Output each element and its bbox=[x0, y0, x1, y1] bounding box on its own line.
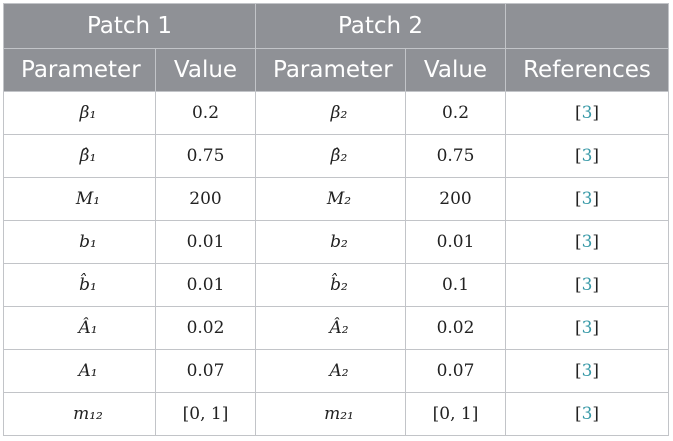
empty-group-header bbox=[505, 3, 669, 49]
table-row: b₁ 0.01 b₂ 0.01 [3] bbox=[3, 220, 669, 264]
patch1-group-header: Patch 1 bbox=[3, 3, 256, 49]
col-header-references: References bbox=[505, 48, 669, 92]
patch1-parameter-cell: β̂₁ bbox=[3, 134, 156, 178]
patch2-parameter-cell: m₂₁ bbox=[255, 392, 406, 436]
col-header-parameter-2: Parameter bbox=[255, 48, 406, 92]
bracket-open: [ bbox=[574, 232, 582, 252]
patch1-parameter-cell: M₁ bbox=[3, 177, 156, 221]
table-body: β₁ 0.2 β₂ 0.2 [3] β̂₁ 0.75 β̂₂ 0.75 [3] M₁ 200 M₂ 200… bbox=[3, 91, 669, 436]
bracket-close: ] bbox=[592, 146, 600, 166]
table-row: β₁ 0.2 β₂ 0.2 [3] bbox=[3, 91, 669, 135]
reference-cell: [3] bbox=[505, 306, 669, 350]
patch1-value-cell: 200 bbox=[155, 177, 256, 221]
col-header-value-2: Value bbox=[405, 48, 506, 92]
patch2-parameter-cell: β̂₂ bbox=[255, 134, 406, 178]
patch1-value-cell: 0.75 bbox=[155, 134, 256, 178]
bracket-close: ] bbox=[592, 189, 600, 209]
table-row: Â₁ 0.02 Â₂ 0.02 [3] bbox=[3, 306, 669, 350]
patch1-value-cell: 0.02 bbox=[155, 306, 256, 350]
bracket-close: ] bbox=[592, 232, 600, 252]
reference-link[interactable]: 3 bbox=[581, 361, 593, 381]
reference-cell: [3] bbox=[505, 263, 669, 307]
bracket-close: ] bbox=[592, 361, 600, 381]
patch2-parameter-cell: Â₂ bbox=[255, 306, 406, 350]
patch1-parameter-cell: β₁ bbox=[3, 91, 156, 135]
reference-link[interactable]: 3 bbox=[581, 146, 593, 166]
reference-link[interactable]: 3 bbox=[581, 189, 593, 209]
patch2-value-cell: 0.1 bbox=[405, 263, 506, 307]
table-row: m₁₂ [0, 1] m₂₁ [0, 1] [3] bbox=[3, 392, 669, 436]
bracket-open: [ bbox=[574, 361, 582, 381]
patch2-parameter-cell: M₂ bbox=[255, 177, 406, 221]
bracket-close: ] bbox=[592, 318, 600, 338]
bracket-open: [ bbox=[574, 318, 582, 338]
table-row: M₁ 200 M₂ 200 [3] bbox=[3, 177, 669, 221]
patch2-value-cell: [0, 1] bbox=[405, 392, 506, 436]
patch2-value-cell: 0.07 bbox=[405, 349, 506, 393]
patch2-parameter-cell: b̂₂ bbox=[255, 263, 406, 307]
patch1-parameter-cell: A₁ bbox=[3, 349, 156, 393]
patch2-parameter-cell: β₂ bbox=[255, 91, 406, 135]
patch2-value-cell: 0.02 bbox=[405, 306, 506, 350]
bracket-close: ] bbox=[592, 103, 600, 123]
bracket-close: ] bbox=[592, 404, 600, 424]
bracket-open: [ bbox=[574, 146, 582, 166]
bracket-open: [ bbox=[574, 103, 582, 123]
bracket-close: ] bbox=[592, 275, 600, 295]
group-header-row: Patch 1 Patch 2 bbox=[3, 3, 669, 49]
patch2-value-cell: 0.2 bbox=[405, 91, 506, 135]
table-header: Patch 1 Patch 2 Parameter Value Paramete… bbox=[3, 3, 669, 92]
table-row: b̂₁ 0.01 b̂₂ 0.1 [3] bbox=[3, 263, 669, 307]
bracket-open: [ bbox=[574, 189, 582, 209]
reference-cell: [3] bbox=[505, 177, 669, 221]
reference-link[interactable]: 3 bbox=[581, 103, 593, 123]
patch1-parameter-cell: Â₁ bbox=[3, 306, 156, 350]
patch1-parameter-cell: b₁ bbox=[3, 220, 156, 264]
reference-cell: [3] bbox=[505, 220, 669, 264]
patch1-value-cell: 0.01 bbox=[155, 263, 256, 307]
patch2-parameter-cell: b₂ bbox=[255, 220, 406, 264]
patch2-value-cell: 200 bbox=[405, 177, 506, 221]
bracket-open: [ bbox=[574, 404, 582, 424]
patch2-parameter-cell: A₂ bbox=[255, 349, 406, 393]
reference-link[interactable]: 3 bbox=[581, 404, 593, 424]
table-row: A₁ 0.07 A₂ 0.07 [3] bbox=[3, 349, 669, 393]
bracket-open: [ bbox=[574, 275, 582, 295]
reference-cell: [3] bbox=[505, 134, 669, 178]
column-header-row: Parameter Value Parameter Value Referenc… bbox=[3, 48, 669, 92]
col-header-value-1: Value bbox=[155, 48, 256, 92]
patch1-value-cell: 0.01 bbox=[155, 220, 256, 264]
reference-cell: [3] bbox=[505, 91, 669, 135]
parameter-table: Patch 1 Patch 2 Parameter Value Paramete… bbox=[3, 3, 669, 436]
patch1-parameter-cell: m₁₂ bbox=[3, 392, 156, 436]
col-header-parameter-1: Parameter bbox=[3, 48, 156, 92]
reference-link[interactable]: 3 bbox=[581, 318, 593, 338]
reference-link[interactable]: 3 bbox=[581, 275, 593, 295]
reference-cell: [3] bbox=[505, 349, 669, 393]
reference-cell: [3] bbox=[505, 392, 669, 436]
patch2-value-cell: 0.75 bbox=[405, 134, 506, 178]
patch1-parameter-cell: b̂₁ bbox=[3, 263, 156, 307]
table-row: β̂₁ 0.75 β̂₂ 0.75 [3] bbox=[3, 134, 669, 178]
reference-link[interactable]: 3 bbox=[581, 232, 593, 252]
patch1-value-cell: 0.07 bbox=[155, 349, 256, 393]
patch1-value-cell: 0.2 bbox=[155, 91, 256, 135]
patch2-value-cell: 0.01 bbox=[405, 220, 506, 264]
patch2-group-header: Patch 2 bbox=[255, 3, 506, 49]
patch1-value-cell: [0, 1] bbox=[155, 392, 256, 436]
